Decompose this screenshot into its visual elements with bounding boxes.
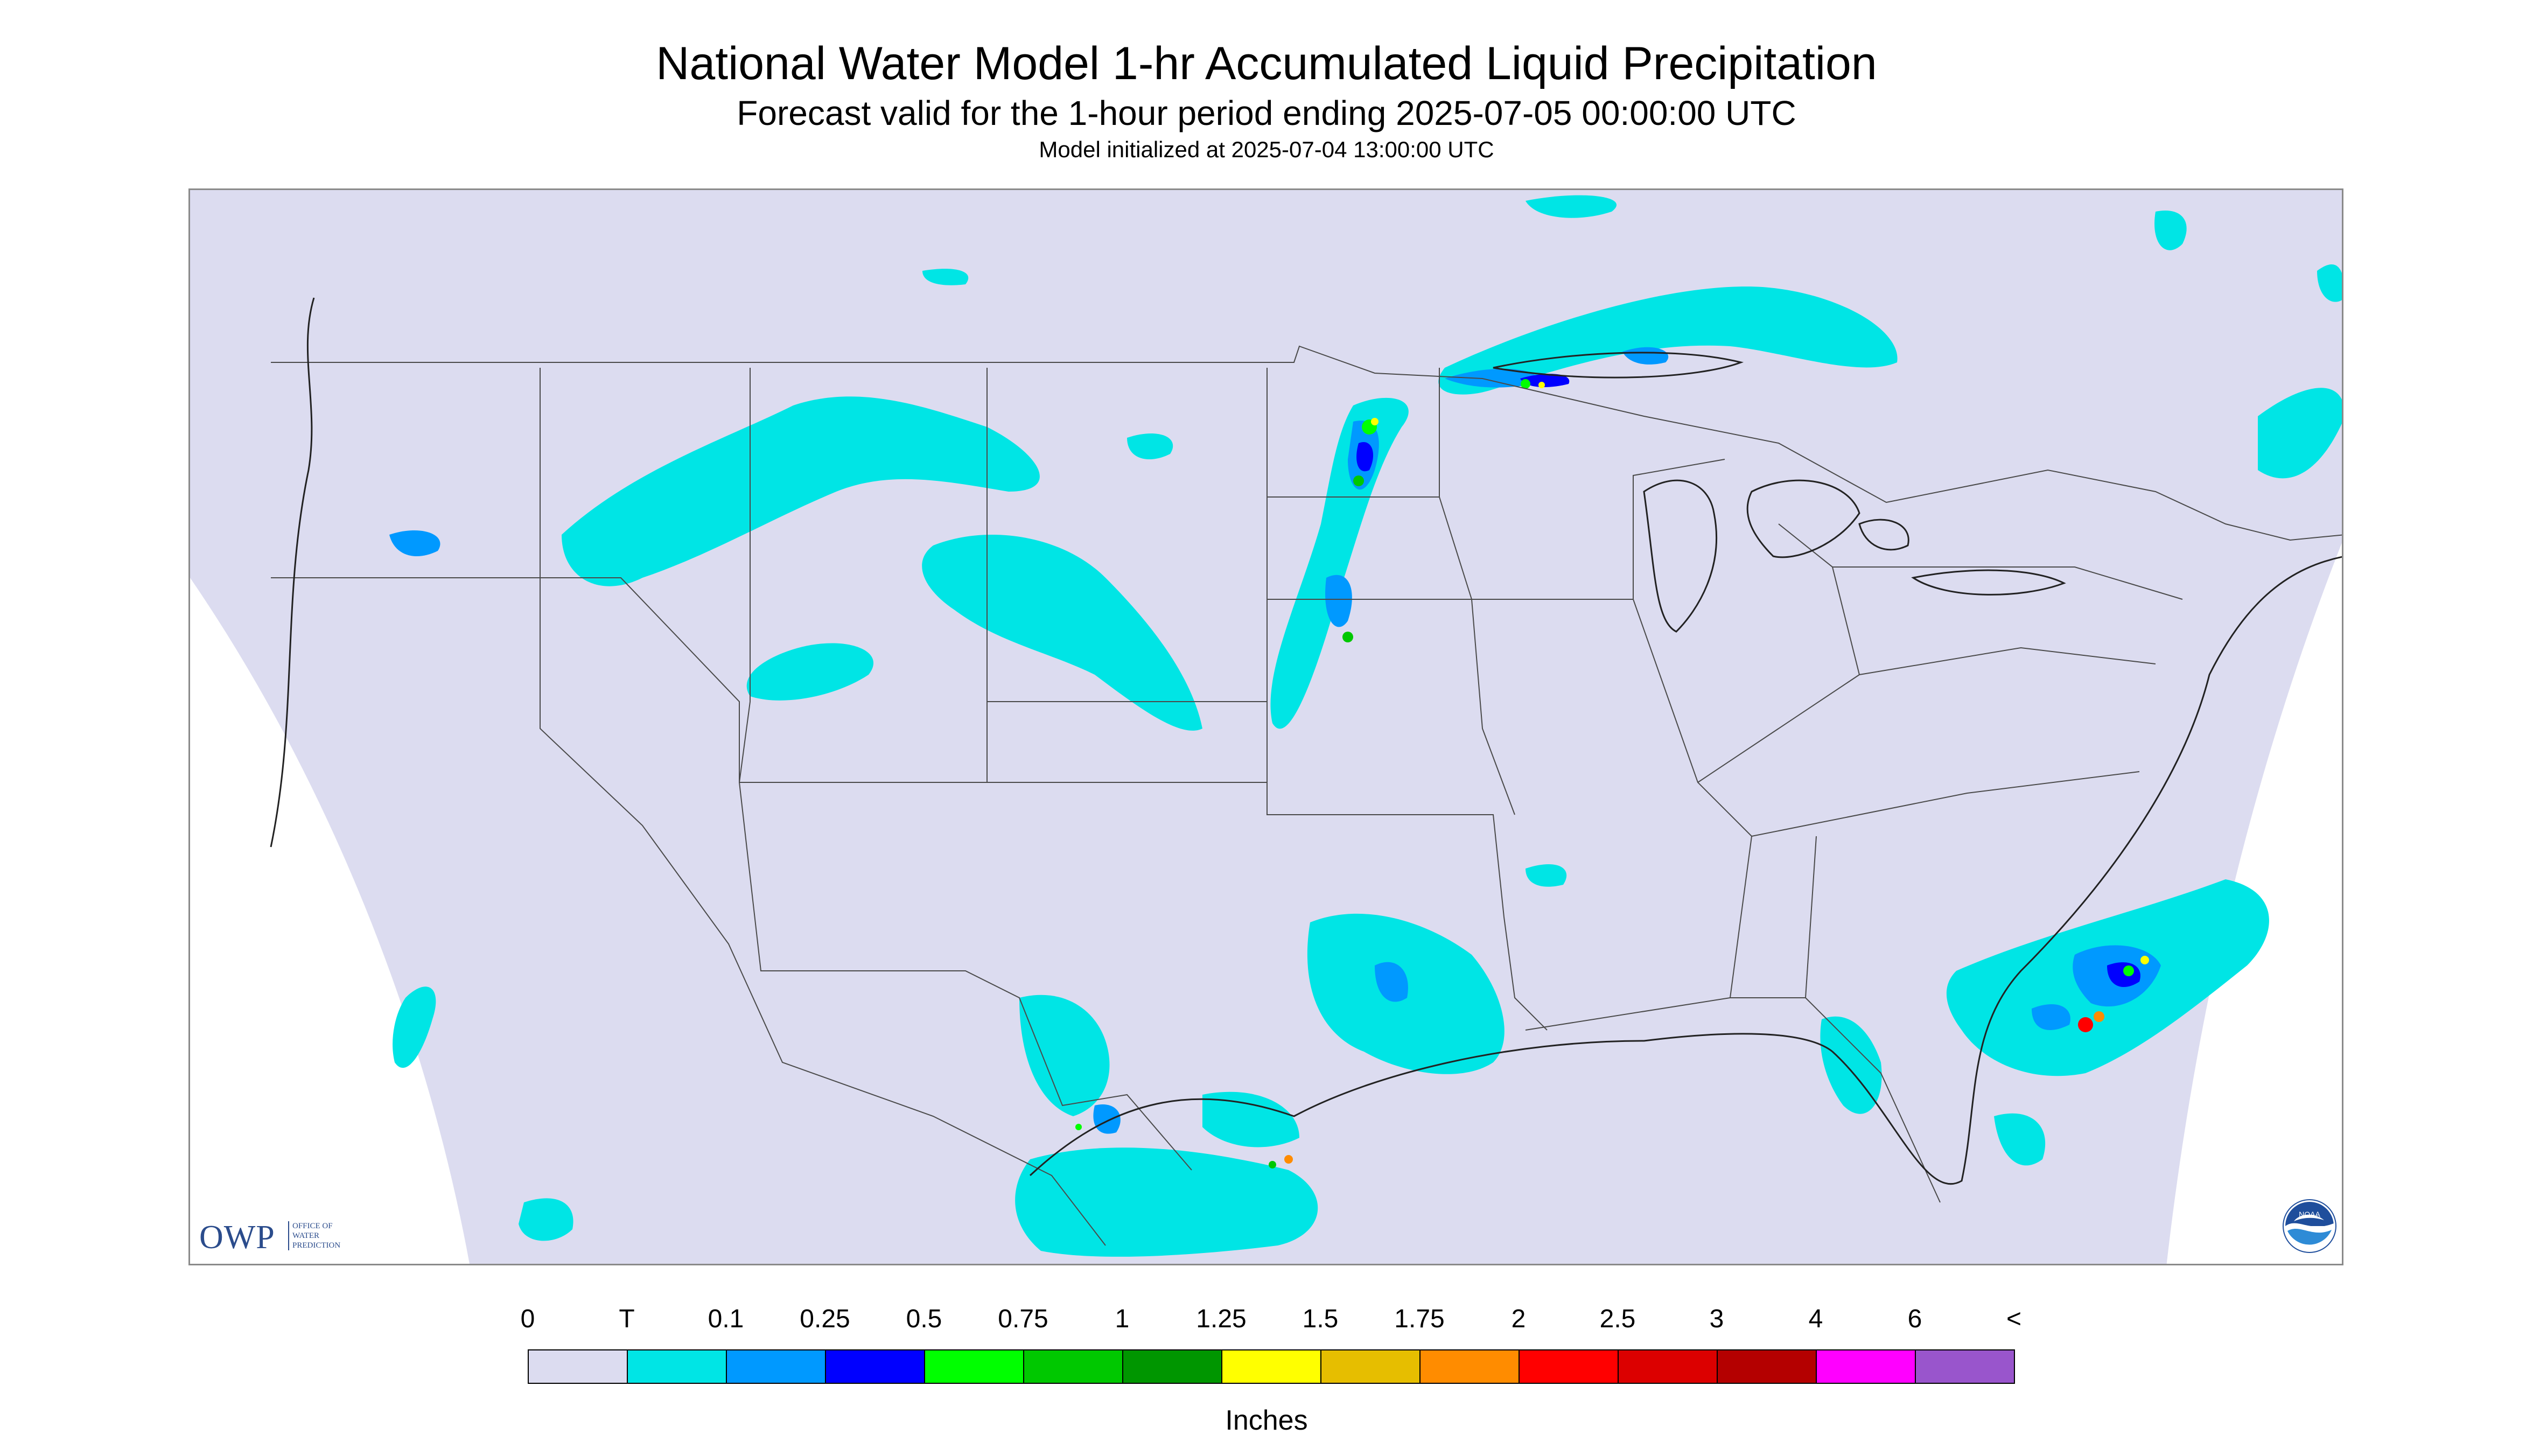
legend-swatch bbox=[1122, 1349, 1222, 1384]
legend-swatch bbox=[528, 1349, 628, 1384]
map-canvas bbox=[190, 190, 2342, 1264]
legend-swatch bbox=[1915, 1349, 2015, 1384]
svg-text:NOAA: NOAA bbox=[2299, 1210, 2320, 1219]
legend-swatch bbox=[1816, 1349, 1916, 1384]
map-title: National Water Model 1-hr Accumulated Li… bbox=[656, 38, 1877, 89]
legend-swatch bbox=[1519, 1349, 1619, 1384]
legend-label: < bbox=[2006, 1305, 2022, 1333]
legend-label: 6 bbox=[1907, 1305, 1922, 1333]
legend-swatch bbox=[1618, 1349, 1718, 1384]
owp-logo-text: OFFICE OF WATER PREDICTION bbox=[288, 1221, 340, 1250]
owp-logo-mark: OWP bbox=[199, 1219, 275, 1256]
legend-swatch bbox=[1419, 1349, 1520, 1384]
legend-swatch bbox=[627, 1349, 727, 1384]
color-legend bbox=[528, 1349, 2015, 1384]
owp-logo: OWP OFFICE OF WATER PREDICTION bbox=[199, 1216, 377, 1259]
legend-label: 0 bbox=[520, 1305, 535, 1333]
precipitation-map bbox=[188, 188, 2343, 1265]
legend-units: Inches bbox=[1225, 1405, 1308, 1436]
legend-label: 0.1 bbox=[708, 1305, 744, 1333]
legend-swatch bbox=[825, 1349, 925, 1384]
legend-label: 1.5 bbox=[1302, 1305, 1339, 1333]
noaa-logo: NOAA bbox=[2283, 1199, 2336, 1253]
legend-label: T bbox=[619, 1305, 635, 1333]
legend-label: 1.75 bbox=[1394, 1305, 1445, 1333]
legend-swatch bbox=[1221, 1349, 1321, 1384]
legend-label: 0.25 bbox=[800, 1305, 850, 1333]
precip-cells-intense bbox=[1075, 379, 2149, 1168]
legend-label: 4 bbox=[1808, 1305, 1823, 1333]
legend-label: 1.25 bbox=[1196, 1305, 1247, 1333]
precip-areas-heavy bbox=[1356, 374, 2140, 987]
legend-label: 1 bbox=[1115, 1305, 1130, 1333]
coastlines bbox=[270, 297, 2342, 1185]
legend-swatch bbox=[1320, 1349, 1421, 1384]
legend-swatch bbox=[726, 1349, 826, 1384]
legend-labels: 0 T 0.1 0.25 0.5 0.75 1 1.25 1.5 1.75 2 2.5 3 4 6 < bbox=[0, 1303, 2533, 1341]
political-boundaries bbox=[271, 345, 2342, 1246]
model-init-time: Model initialized at 2025-07-04 13:00:00… bbox=[1039, 137, 1494, 162]
legend-swatch bbox=[1717, 1349, 1817, 1384]
legend-label: 3 bbox=[1709, 1305, 1724, 1333]
legend-label: 0.75 bbox=[998, 1305, 1048, 1333]
legend-swatch bbox=[1023, 1349, 1123, 1384]
legend-label: 2.5 bbox=[1599, 1305, 1636, 1333]
legend-swatch bbox=[924, 1349, 1024, 1384]
legend-label: 2 bbox=[1511, 1305, 1526, 1333]
map-subtitle: Forecast valid for the 1-hour period end… bbox=[737, 94, 1796, 132]
legend-label: 0.5 bbox=[906, 1305, 942, 1333]
